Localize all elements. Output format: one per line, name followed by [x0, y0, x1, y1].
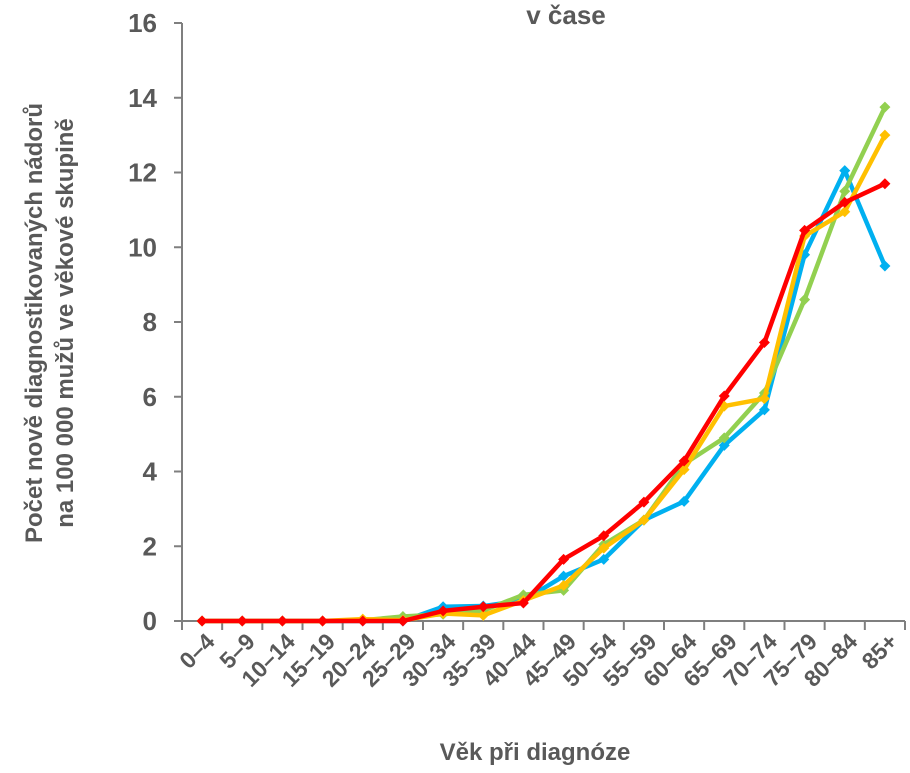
data-point [879, 101, 891, 113]
data-point [678, 455, 690, 467]
data-point [477, 601, 489, 613]
data-point [839, 185, 851, 197]
series-2 [196, 129, 891, 627]
data-point [839, 165, 851, 177]
axes: 02468101214160–45–910–1415–1920–2425–293… [128, 8, 906, 692]
x-tick-label: 85+ [856, 628, 902, 674]
plot-area [196, 101, 891, 627]
data-point [879, 178, 891, 190]
data-point [558, 570, 570, 582]
data-point [598, 530, 610, 542]
data-point [196, 615, 208, 627]
data-point [357, 615, 369, 627]
y-tick-label: 10 [128, 232, 157, 262]
data-point [638, 514, 650, 526]
data-point [678, 495, 690, 507]
y-tick-label: 12 [128, 158, 157, 188]
data-point [718, 439, 730, 451]
y-tick-label: 16 [128, 8, 157, 38]
chart-title: v čase [526, 0, 606, 30]
y-tick-label: 6 [143, 382, 157, 412]
y-tick-label: 2 [143, 531, 157, 561]
data-point [758, 393, 770, 405]
data-point [317, 615, 329, 627]
x-tick-label: 0–4 [174, 628, 220, 674]
data-point [598, 542, 610, 554]
data-point [638, 496, 650, 508]
data-point [799, 294, 811, 306]
y-tick-label: 0 [143, 606, 157, 636]
data-point [437, 605, 449, 617]
data-point [758, 337, 770, 349]
series-line [202, 106, 887, 624]
data-point [276, 615, 288, 627]
data-point [558, 553, 570, 565]
series-line [202, 134, 887, 624]
data-point [397, 615, 409, 627]
data-point [517, 597, 529, 609]
x-axis-label: Věk při diagnóze [440, 739, 631, 766]
data-point [477, 609, 489, 621]
y-tick-label: 8 [143, 307, 157, 337]
data-point [839, 196, 851, 208]
data-point [879, 129, 891, 141]
y-axis-label-line-1: Počet nově diagnostikovaných nádorů [21, 103, 48, 543]
data-point [236, 615, 248, 627]
y-tick-label: 4 [143, 457, 158, 487]
data-point [879, 260, 891, 272]
data-point [718, 390, 730, 402]
data-point [758, 404, 770, 416]
data-point [839, 206, 851, 218]
series-0 [196, 165, 891, 627]
data-point [799, 224, 811, 236]
series-3 [196, 178, 891, 627]
series-line [202, 181, 886, 624]
y-axis-label-line-2: na 100 000 mužů ve věkové skupině [52, 118, 79, 528]
series-1 [196, 101, 891, 627]
data-point [598, 553, 610, 565]
y-axis-label: Počet nově diagnostikovaných nádorů na 1… [21, 103, 79, 543]
y-tick-label: 14 [128, 83, 157, 113]
series-line [202, 168, 887, 624]
data-point [558, 579, 570, 591]
data-point [718, 432, 730, 444]
